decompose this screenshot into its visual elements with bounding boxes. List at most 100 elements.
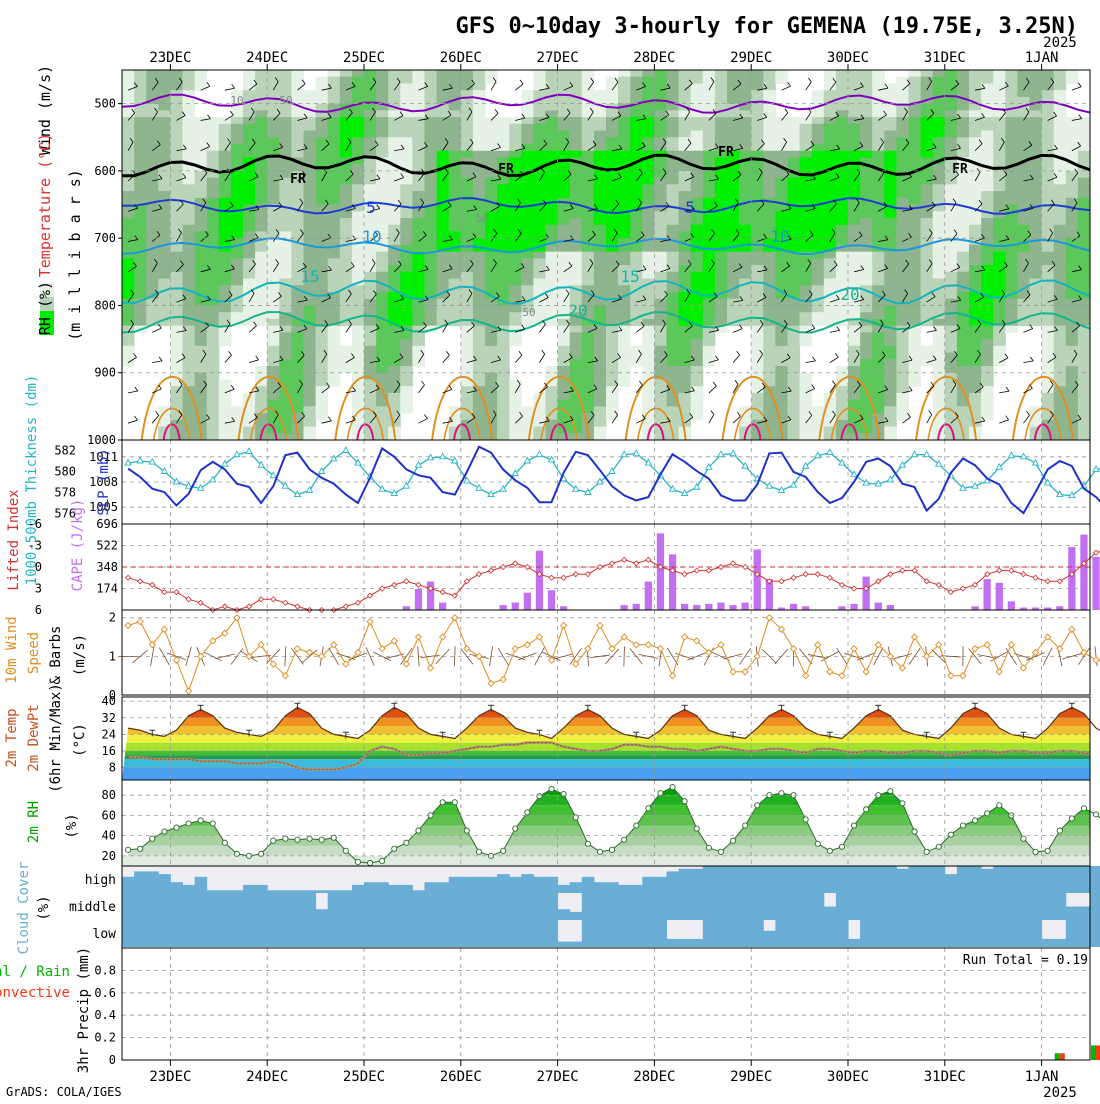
rh-cell [461,386,474,393]
rh-cell [727,110,740,117]
rh-cell [582,332,595,339]
rh-cell [933,104,946,111]
rh-cell [376,366,389,373]
rh-cell [788,117,801,124]
rh-cell [1017,272,1030,279]
rh-cell [558,279,571,286]
rh-cell [993,258,1006,265]
rh-cell [425,184,438,191]
rh-cell [207,258,220,265]
rh-cell [388,393,401,400]
rh-cell [521,285,534,292]
rh-cell [352,191,365,198]
rh-cell [340,231,353,238]
rh-cell [1005,178,1018,185]
rh-cell [860,191,873,198]
rh-cell [497,137,510,144]
rh-cell [909,285,922,292]
rh-cell [1005,124,1018,131]
rh-cell [207,178,220,185]
rh-cell [739,231,752,238]
rh-cell [667,292,680,299]
rh-cell [328,272,341,279]
rh-cell [642,400,655,407]
rh-cell [884,157,897,164]
rh-cell [134,272,147,279]
rh-cell [546,218,559,225]
rh-cell [630,151,643,158]
rh-cell [775,332,788,339]
rh-cell [667,326,680,333]
rh-cell [909,238,922,245]
rh-cell [1054,366,1067,373]
rh-cell [449,225,462,232]
rh-cell [412,70,425,77]
rh-cell [969,393,982,400]
rh-cell [521,191,534,198]
rh-cell [412,218,425,225]
rh-cell [1066,178,1079,185]
rh-cell [509,272,522,279]
rh-cell [231,211,244,218]
rh-cell [1066,400,1079,407]
rh-cell [606,406,619,413]
rh-cell [1078,191,1091,198]
rh-cell [884,353,897,360]
rh-cell [836,366,849,373]
rh-cell [739,90,752,97]
rh-cell [800,420,813,427]
rh-cell [909,77,922,84]
rh-cell [291,144,304,151]
rh-cell [255,319,268,326]
rh-cell [739,305,752,312]
rh-cell [751,110,764,117]
rh-cell [1017,97,1030,104]
rh-cell [219,433,232,440]
rh-cell [497,366,510,373]
rh-cell [606,90,619,97]
rh-cell [812,427,825,434]
rh-cell [497,279,510,286]
rh-cell [909,373,922,380]
rh-cell [618,124,631,131]
rh-cell [340,124,353,131]
rh-cell [1005,205,1018,212]
rh-cell [291,137,304,144]
rh-cell [933,70,946,77]
rh-cell [170,433,183,440]
rh-cell [328,258,341,265]
rh-cell [533,178,546,185]
rh-cell [376,178,389,185]
rh-cell [340,299,353,306]
rh-cell [788,258,801,265]
rh-cell [521,433,534,440]
rh-cell [449,191,462,198]
rh-cell [328,305,341,312]
rh-cell [1054,218,1067,225]
rh-cell [255,272,268,279]
rh-cell [1066,393,1079,400]
rh-cell [497,117,510,124]
rh-cell [1054,83,1067,90]
rh-cell [884,178,897,185]
rh-cell [558,184,571,191]
rh-cell [231,131,244,138]
rh-cell [207,117,220,124]
rh-cell [824,70,837,77]
rh-cell [400,359,413,366]
rh-cell [606,124,619,131]
rh-cell [1017,124,1030,131]
rh-cell [558,124,571,131]
rh-cell [969,279,982,286]
rh-cell [400,184,413,191]
rh-cell [243,252,256,259]
rh-cell [727,70,740,77]
rh-cell [848,305,861,312]
rh-cell [533,157,546,164]
rh-cell [860,332,873,339]
rh-cell [376,346,389,353]
rh-cell [969,124,982,131]
rh-cell [1005,312,1018,319]
rh-cell [304,137,317,144]
rh-cell [739,218,752,225]
